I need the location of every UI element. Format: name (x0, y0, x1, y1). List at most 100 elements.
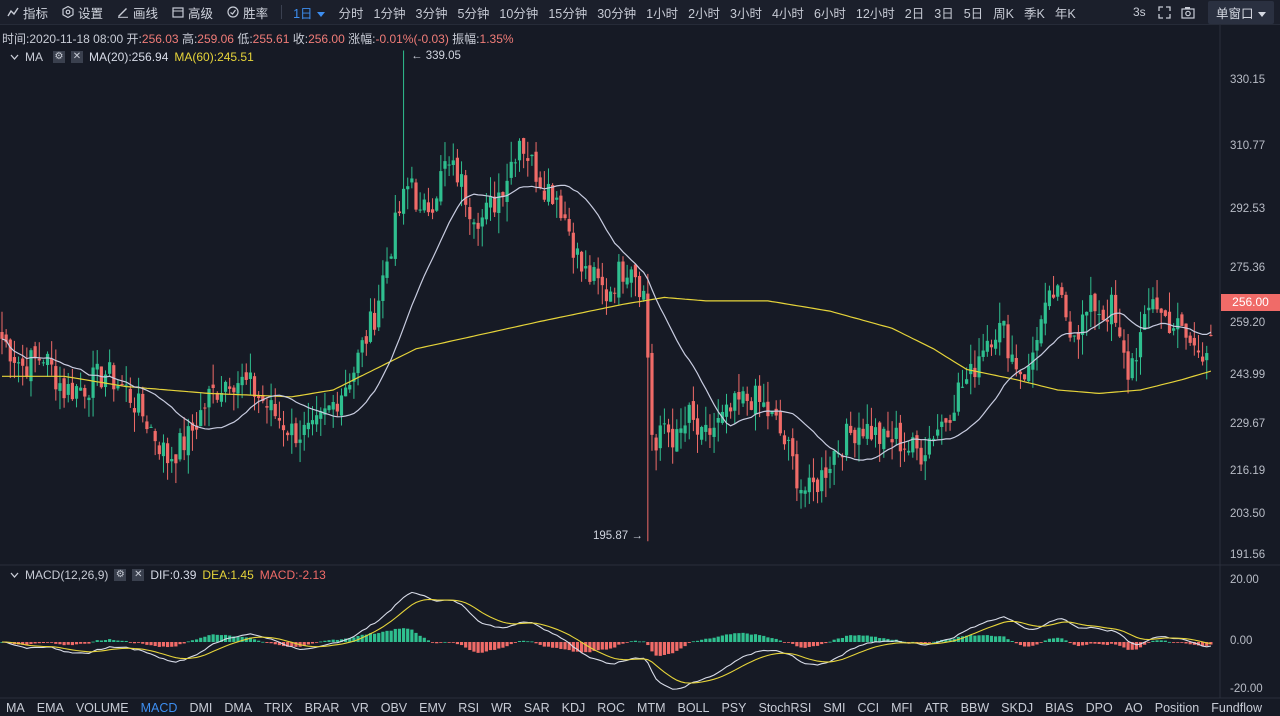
candle-body (439, 171, 443, 202)
indicator-tool[interactable]: 指标 (0, 3, 55, 22)
macd-settings-icon[interactable]: ⚙ (114, 569, 127, 581)
interval-option[interactable]: 2日 (904, 6, 925, 21)
chevron-down-icon[interactable] (10, 572, 19, 578)
interval-option[interactable]: 5分钟 (457, 6, 490, 21)
indicator-tab[interactable]: KDJ (561, 700, 586, 715)
interval-option[interactable]: 分时 (338, 6, 364, 21)
indicator-tab[interactable]: WR (491, 700, 512, 715)
macd-bar (265, 642, 269, 643)
candle-body (724, 404, 729, 417)
indicator-tab[interactable]: StochRSI (758, 700, 812, 715)
draw-line-tool[interactable]: 画线 (110, 3, 165, 22)
candle-body (546, 183, 551, 202)
candle-body (1093, 293, 1097, 312)
interval-option[interactable]: 1分钟 (373, 6, 406, 21)
ma-close-icon[interactable]: ✕ (71, 51, 83, 63)
macd-bar (878, 638, 882, 642)
macd-close-icon[interactable]: ✕ (132, 569, 145, 581)
macd-bar (753, 634, 758, 642)
interval-option[interactable]: 30分钟 (597, 6, 637, 21)
interval-option[interactable]: 季K (1024, 6, 1045, 21)
indicator-tab[interactable]: BBW (960, 700, 990, 715)
indicator-tab[interactable]: VOLUME (75, 700, 129, 715)
macd-bar (886, 638, 890, 642)
indicator-tab[interactable]: MACD (140, 700, 178, 715)
window-mode-button[interactable]: 单窗口 (1208, 0, 1274, 24)
indicator-tab[interactable]: EMV (419, 700, 447, 715)
ma-settings-icon[interactable]: ⚙ (53, 51, 65, 63)
macd-bar (103, 640, 108, 642)
indicator-tab[interactable]: RSI (458, 700, 480, 715)
indicator-tab[interactable]: ROC (597, 700, 626, 715)
screenshot-button[interactable] (1181, 0, 1195, 24)
interval-option[interactable]: 年K (1054, 6, 1076, 21)
indicator-tab[interactable]: DMI (189, 700, 213, 715)
interval-option[interactable]: 3小时 (730, 6, 762, 21)
interval-option[interactable]: 1小时 (646, 6, 679, 21)
candle-body (66, 383, 70, 395)
indicator-tab[interactable]: PSY (721, 700, 747, 715)
fullscreen-button[interactable] (1158, 0, 1171, 24)
indicator-tab[interactable]: OBV (380, 700, 408, 715)
indicator-tab[interactable]: SKDJ (1001, 700, 1034, 715)
macd-bar (551, 642, 555, 648)
candle-body (194, 425, 199, 430)
interval-option[interactable]: 10分钟 (499, 6, 539, 21)
advanced-tool[interactable]: 高级 (165, 3, 220, 22)
indicator-tab[interactable]: SMI (823, 700, 846, 715)
indicator-tab[interactable]: BOLL (677, 700, 710, 715)
indicator-tab[interactable]: DPO (1085, 700, 1113, 715)
indicator-tab[interactable]: AO (1124, 700, 1143, 715)
candle-body (1085, 311, 1089, 316)
interval-dropdown[interactable]: 1日 (288, 3, 329, 22)
macd-axis[interactable]: 20.00 0.00 -20.00 (1224, 565, 1280, 698)
winrate-label: 胜率 (243, 6, 269, 21)
low-value: 255.61 (252, 32, 290, 46)
indicator-tab[interactable]: SAR (523, 700, 550, 715)
indicator-tab[interactable]: BRAR (304, 700, 340, 715)
indicator-tab[interactable]: EMA (36, 700, 64, 715)
indicator-tab[interactable]: CCI (857, 700, 880, 715)
macd-bar (973, 635, 977, 642)
interval-option[interactable]: 12小时 (855, 6, 895, 21)
candle-body (745, 393, 749, 401)
price-axis[interactable]: 330.15 310.77 292.53 275.36 259.20 243.99 229.… (1224, 0, 1280, 565)
macd-bar (1196, 642, 1201, 646)
settings-tool[interactable]: 设置 (55, 3, 110, 22)
candle-body (501, 192, 505, 198)
indicator-tab[interactable]: MA (6, 700, 25, 715)
refresh-rate[interactable]: 3s (1133, 0, 1146, 24)
macd-bar (422, 637, 426, 642)
macd-bar (401, 628, 406, 642)
indicator-tab[interactable]: Position (1154, 700, 1200, 715)
indicator-tab[interactable]: MFI (891, 700, 913, 715)
candle-body (965, 379, 969, 384)
macd-bar (186, 641, 190, 643)
interval-option[interactable]: 2小时 (688, 6, 721, 21)
window-mode-select[interactable]: 单窗口 (1208, 0, 1274, 24)
interval-option[interactable]: 3日 (934, 6, 954, 21)
indicator-tab[interactable]: DMA (224, 700, 253, 715)
indicator-tab[interactable]: MTM (637, 700, 666, 715)
interval-option[interactable]: 15分钟 (548, 6, 588, 21)
indicator-tab[interactable]: ATR (924, 700, 949, 715)
interval-option[interactable]: 周K (993, 6, 1014, 21)
candle-body (25, 366, 29, 377)
indicator-tab[interactable]: BIAS (1045, 700, 1074, 715)
candle-body (459, 174, 464, 187)
winrate-tool[interactable]: 胜率 (220, 3, 275, 22)
refresh-label: 3s (1133, 5, 1146, 19)
interval-option[interactable]: 5日 (963, 6, 984, 21)
indicator-tab[interactable]: VR (351, 700, 369, 715)
indicator-tab[interactable]: Fundflow (1211, 700, 1262, 715)
interval-option[interactable]: 6小时 (813, 6, 846, 21)
candle-body (273, 403, 277, 417)
indicator-tab[interactable]: TRIX (264, 700, 293, 715)
interval-option[interactable]: 4小时 (771, 6, 804, 21)
macd-bar (844, 635, 849, 642)
candle-body (563, 214, 567, 219)
chevron-down-icon[interactable] (10, 54, 19, 60)
interval-option[interactable]: 3分钟 (415, 6, 448, 21)
macd-bar (472, 642, 476, 652)
